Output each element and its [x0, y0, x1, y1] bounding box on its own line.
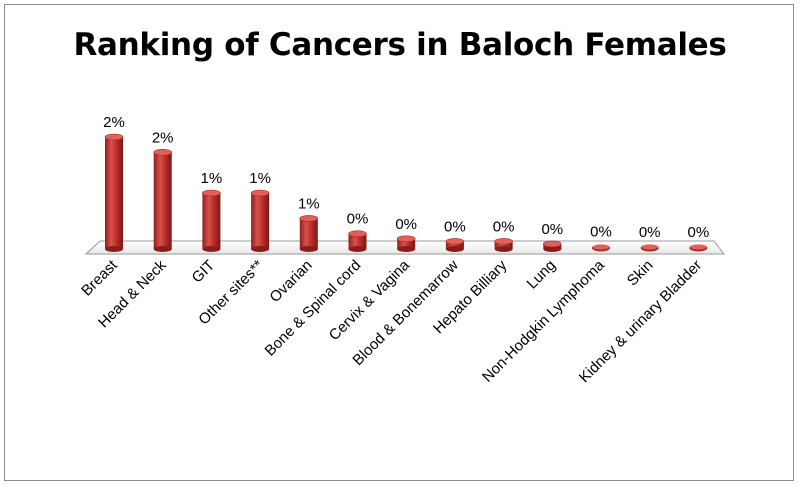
data-labels: 2% 2% 1% 1% 1% 0% 0% 0% 0% 0% 0% 0% 0% — [103, 114, 709, 241]
data-label: 0% — [493, 218, 515, 235]
data-label: 2% — [103, 114, 125, 131]
data-label: 0% — [444, 218, 466, 235]
chart-title: Ranking of Cancers in Baloch Females — [73, 27, 727, 63]
category-label: Ovarian — [266, 257, 315, 306]
bar — [640, 244, 659, 252]
data-label: 1% — [201, 170, 223, 187]
bar — [592, 244, 610, 252]
bar — [153, 148, 172, 252]
data-label: 0% — [395, 216, 417, 233]
bar — [104, 133, 124, 252]
data-label: 0% — [541, 221, 563, 238]
category-label: Skin — [624, 257, 657, 290]
bar — [299, 215, 319, 252]
bar — [542, 240, 562, 252]
data-label: 0% — [639, 224, 661, 241]
data-label: 1% — [298, 195, 320, 212]
data-label: 1% — [249, 170, 271, 187]
bar-series — [104, 133, 708, 252]
data-label: 0% — [688, 224, 710, 241]
bar — [445, 238, 465, 252]
category-label: Lung — [524, 257, 560, 293]
bar — [494, 238, 513, 252]
data-label: 0% — [347, 211, 369, 228]
bar — [250, 189, 270, 252]
category-label: GIT — [189, 257, 219, 287]
bar — [202, 189, 221, 252]
data-label: 0% — [590, 223, 612, 240]
bar — [396, 235, 416, 252]
bar — [689, 244, 708, 252]
category-label: Breast — [78, 256, 121, 299]
data-label: 2% — [152, 129, 174, 146]
bar — [348, 230, 367, 252]
